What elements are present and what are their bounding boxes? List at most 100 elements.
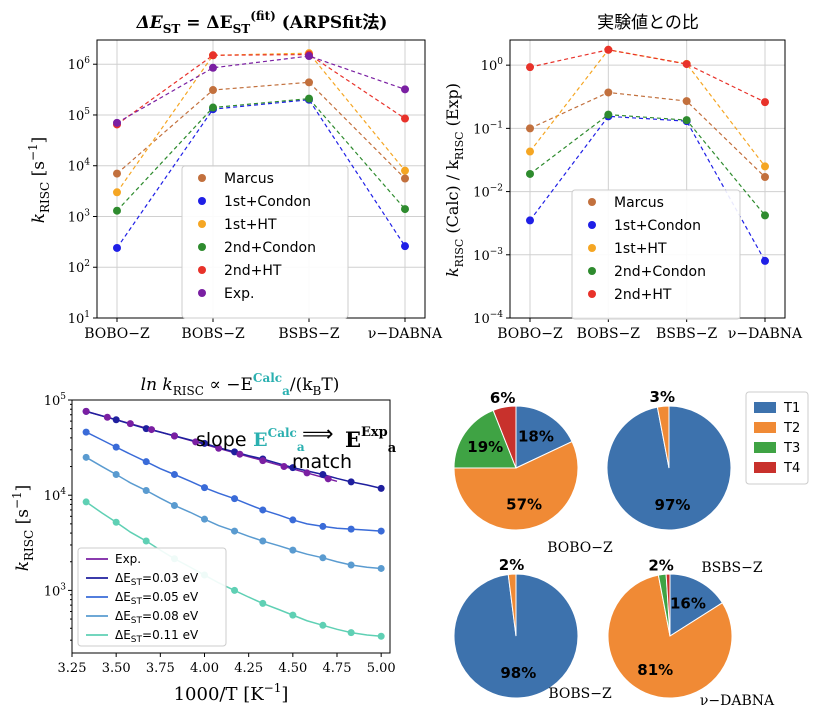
data-point [209,51,217,60]
pie-label: 2% [499,556,524,574]
data-point [526,124,534,133]
annotation-match: match [292,451,352,473]
legend-marker [198,220,206,228]
legend-marker [754,462,776,473]
data-point-exp [103,413,111,421]
legend-marker [588,198,596,206]
x-tick-label: 3.50 [102,661,131,676]
data-point-exp [324,475,332,483]
y-axis-label: kRISC [s−1] [26,137,52,224]
legend-marker [198,243,206,251]
data-point [761,173,769,182]
data-point [113,169,121,178]
panel-top-right: 10−4 10−3 10−2 10−1 100 BOBO−Z BOBS−Z BSBS−Z ν−D… [443,13,803,342]
annotation-slope: slope ECalca [196,426,305,454]
data-point [231,495,239,503]
data-point [761,98,769,107]
data-point-exp [280,463,288,471]
pie-name: ν−DABNA [700,693,775,709]
data-point [761,162,769,171]
legend-label: ΔEST=0.03 eV [115,571,199,588]
data-point [113,188,121,197]
panel-bottom-left: 3.25 3.50 3.75 4.00 4.25 4.50 4.75 5.00 103 104 10… [10,371,397,705]
series-line-1st+HT [529,49,766,167]
legend-label: 2nd+HT [614,287,672,303]
pie-name: BSBS−Z [701,560,762,576]
pie-label: 18% [518,428,554,446]
x-tick-label: 5.00 [367,661,396,676]
data-point [526,147,534,156]
x-tick-label: ν−DABNA [368,326,443,342]
x-tick-label: 4.25 [234,661,263,676]
data-point-exp [148,426,155,434]
data-point [209,103,217,112]
legend-label: ΔEST=0.11 eV [115,628,199,645]
legend-marker [754,402,776,413]
x-tick-label: 3.25 [58,661,87,676]
x-tick-label: BOBS−Z [577,326,641,342]
data-point [305,78,313,87]
data-point [401,205,409,214]
y-tick-label: 106 [68,56,91,73]
data-point [259,537,267,545]
data-point [259,506,267,514]
y-axis-label: kRISC [s−1] [10,485,36,572]
pie-label: 98% [500,664,536,682]
series-line-1st+HT [116,52,406,193]
data-point [761,256,769,265]
data-point [113,243,121,252]
legend-marker [198,197,206,205]
data-point [231,527,239,535]
x-tick-label: BOBO−Z [497,326,563,342]
data-point [142,458,150,466]
y-tick-label: 104 [68,158,91,175]
data-point [112,443,120,451]
legend-label: ΔEST=0.08 eV [115,609,199,626]
legend-marker [588,267,596,275]
legend-label: T1 [783,401,800,416]
legend-label: 1st+Condon [224,194,311,210]
legend-box [745,391,809,485]
data-point [289,546,297,554]
legend-marker [754,442,776,453]
data-point [377,527,385,535]
legend-label: T2 [783,421,800,436]
legend-label: 1st+Condon [614,218,701,234]
data-point [604,45,613,54]
data-point-exp [192,438,200,446]
data-point [319,621,327,629]
legend-box [77,547,227,647]
data-point [289,464,297,472]
data-point [401,166,409,175]
series-line-Marcus [529,91,766,178]
series-line-2nd+Condon [116,97,406,212]
legend-marker [588,244,596,252]
series-line-2nd+HT [116,53,406,125]
pie-label: 57% [506,495,542,513]
y-tick-label: 104 [44,487,67,504]
data-point [347,561,355,569]
data-point [526,216,534,225]
pie-label: 3% [650,388,675,406]
series-line-2nd+Condon [529,114,766,216]
pie-label: 97% [655,496,691,514]
pie-label: 19% [467,438,503,456]
pie-slice-T2 [453,440,579,531]
data-point [377,564,385,572]
data-point-exp [126,420,134,428]
y-tick-label: 10−4 [473,310,503,327]
pie-name: BOBS−Z [548,686,612,702]
x-tick-label: BOBS−Z [181,326,245,342]
data-point [82,453,90,461]
data-point [142,425,150,433]
data-point [347,629,355,637]
panel-bottom-right: 18% 57% 19% 6% BOBO−Z 97% 3% BSBS−Z 98% 2% BOBS−Z 1… [453,388,809,709]
data-point [305,94,313,103]
data-point [82,428,90,436]
y-tick-label: 10−2 [473,184,503,201]
legend-marker [754,422,776,433]
y-tick-label: 103 [44,582,67,599]
data-point [231,586,239,594]
data-point-exp [303,469,311,477]
